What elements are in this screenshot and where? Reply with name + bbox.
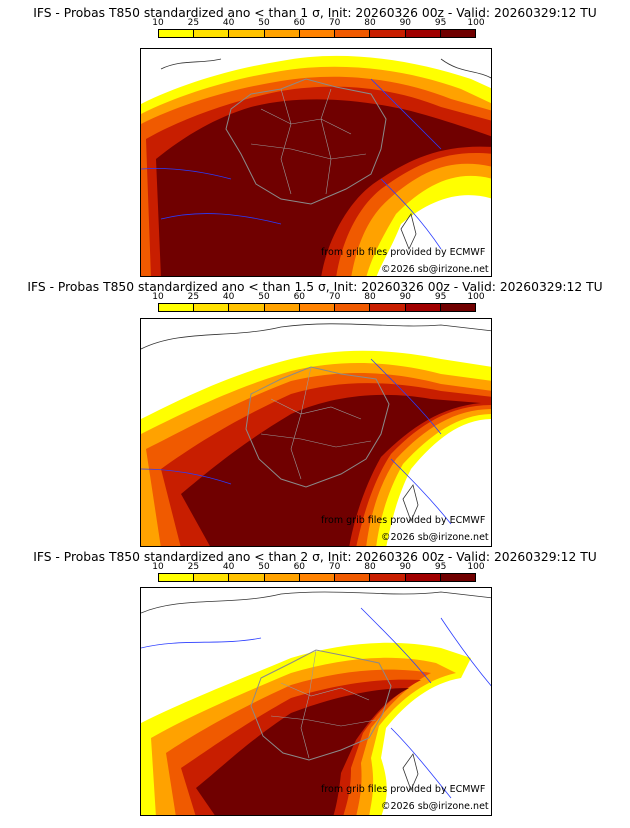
colorbar-swatch <box>159 574 195 581</box>
colorbar-label: 40 <box>222 562 235 572</box>
probability-map: from grib files provided by ECMWF ©2026 … <box>140 318 492 547</box>
colorbar-label: 90 <box>399 18 412 28</box>
colorbar-label: 80 <box>364 18 376 28</box>
credit-copyright: ©2026 sb@irizone.net <box>381 264 489 275</box>
colorbar-swatch <box>299 30 336 37</box>
colorbar-label: 100 <box>467 292 485 302</box>
probability-map: from grib files provided by ECMWF ©2026 … <box>140 48 492 277</box>
colorbar-label: 95 <box>434 562 447 572</box>
colorbar-label: 50 <box>258 562 270 572</box>
colorbar-labels: 10 25 40 50 60 70 80 90 95 100 <box>152 562 484 572</box>
colorbar-swatch <box>194 574 230 581</box>
panel-title: IFS - Probas T850 standardized ano < tha… <box>33 550 597 564</box>
colorbar-label: 50 <box>258 18 270 28</box>
colorbar-swatch <box>299 304 336 311</box>
colorbar-label: 10 <box>152 18 164 28</box>
colorbar-swatch <box>335 574 371 581</box>
colorbar-swatch <box>370 30 406 37</box>
colorbar-swatch <box>229 574 265 581</box>
colorbar-swatch <box>159 304 195 311</box>
probability-map: from grib files provided by ECMWF ©2026 … <box>140 587 492 816</box>
panel-title: IFS - Probas T850 standardized ano < tha… <box>27 280 603 294</box>
colorbar-label: 60 <box>293 18 306 28</box>
colorbar-label: 40 <box>222 292 235 302</box>
colorbar-swatch <box>299 574 336 581</box>
map-graphic <box>141 323 491 546</box>
forecast-panel-3: IFS - Probas T850 standardized ano < tha… <box>0 540 630 816</box>
map-graphic <box>141 591 491 815</box>
colorbar-swatch <box>405 304 441 311</box>
colorbar-swatch <box>440 574 475 581</box>
colorbar-swatch <box>440 304 475 311</box>
panel-title: IFS - Probas T850 standardized ano < tha… <box>33 6 597 20</box>
colorbar-label: 90 <box>399 292 412 302</box>
credit-source: from grib files provided by ECMWF <box>321 247 486 258</box>
colorbar-label: 25 <box>187 562 200 572</box>
credit-source: from grib files provided by ECMWF <box>321 784 486 795</box>
forecast-panel-2: IFS - Probas T850 standardized ano < tha… <box>0 270 630 547</box>
colorbar-label: 10 <box>152 292 164 302</box>
colorbar-label: 50 <box>258 292 270 302</box>
colorbar-swatch <box>335 30 371 37</box>
colorbar-label: 60 <box>293 562 306 572</box>
credit-copyright: ©2026 sb@irizone.net <box>381 532 489 543</box>
credit-copyright: ©2026 sb@irizone.net <box>381 801 489 812</box>
colorbar-label: 70 <box>328 292 341 302</box>
colorbar-label: 10 <box>152 562 164 572</box>
colorbar-swatch <box>229 30 265 37</box>
colorbar <box>158 303 476 312</box>
colorbar-label: 80 <box>364 562 376 572</box>
colorbar-label: 90 <box>399 562 412 572</box>
colorbar-label: 25 <box>187 18 200 28</box>
map-graphic <box>141 55 491 276</box>
colorbar-label: 60 <box>293 292 306 302</box>
colorbar-label: 70 <box>328 18 341 28</box>
credit-source: from grib files provided by ECMWF <box>321 515 486 526</box>
colorbar-swatch <box>264 574 300 581</box>
colorbar-swatch <box>405 30 441 37</box>
colorbar-labels: 10 25 40 50 60 70 80 90 95 100 <box>152 292 484 302</box>
colorbar-swatch <box>440 30 475 37</box>
colorbar-label: 70 <box>328 562 341 572</box>
colorbar-label: 95 <box>434 292 447 302</box>
forecast-panel-1: IFS - Probas T850 standardized ano < tha… <box>0 0 630 277</box>
colorbar-swatch <box>194 30 230 37</box>
colorbar-swatch <box>370 304 406 311</box>
colorbar <box>158 573 476 582</box>
colorbar-swatch <box>335 304 371 311</box>
colorbar-swatch <box>370 574 406 581</box>
colorbar-label: 100 <box>467 18 485 28</box>
colorbar-label: 80 <box>364 292 376 302</box>
colorbar-swatch <box>159 30 195 37</box>
colorbar-label: 25 <box>187 292 200 302</box>
colorbar-swatch <box>194 304 230 311</box>
colorbar-swatch <box>264 304 300 311</box>
colorbar-swatch <box>405 574 441 581</box>
colorbar-swatch <box>264 30 300 37</box>
colorbar-swatch <box>229 304 265 311</box>
colorbar-label: 95 <box>434 18 447 28</box>
colorbar <box>158 29 476 38</box>
colorbar-labels: 10 25 40 50 60 70 80 90 95 100 <box>152 18 484 28</box>
colorbar-label: 100 <box>467 562 485 572</box>
colorbar-label: 40 <box>222 18 235 28</box>
